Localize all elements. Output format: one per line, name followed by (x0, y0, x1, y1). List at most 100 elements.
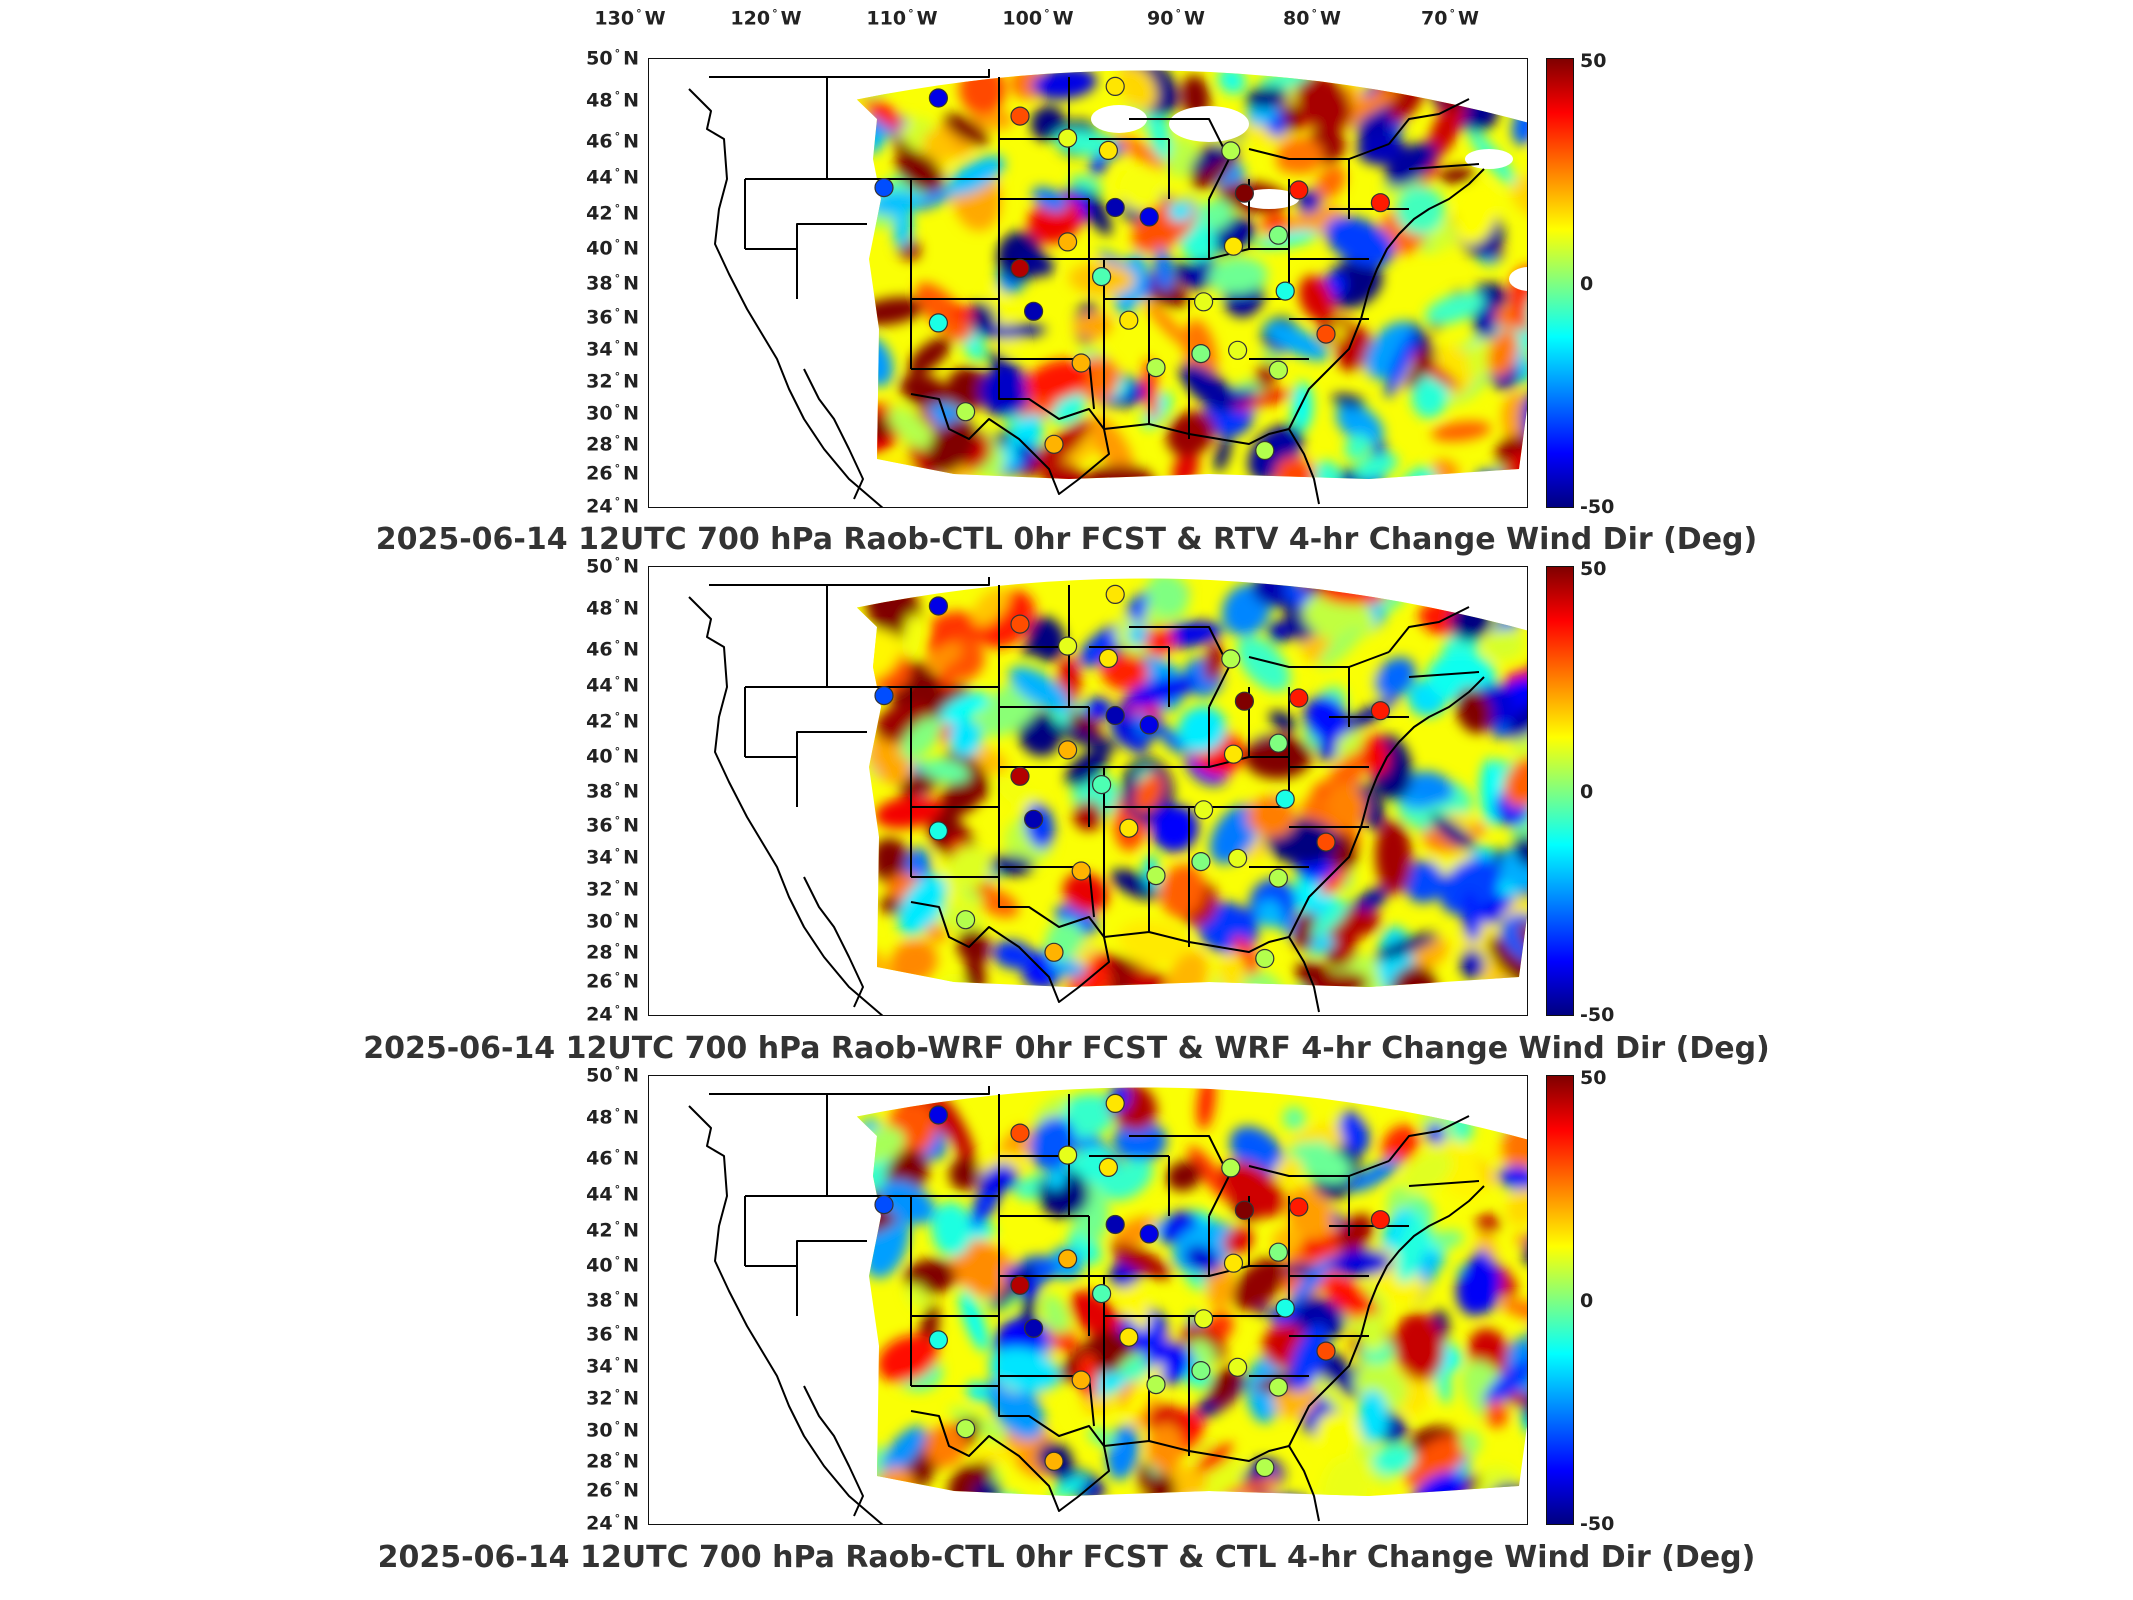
field-patch (939, 691, 990, 724)
raob-station-marker (1098, 1157, 1118, 1178)
field-patch (1034, 1096, 1067, 1128)
colorbar-2 (1546, 566, 1574, 1016)
field-patch (1080, 464, 1156, 479)
missing-data-area (1239, 189, 1299, 209)
field-patch (925, 643, 962, 671)
field-patch (1245, 86, 1289, 109)
raob-station-marker (1234, 691, 1255, 711)
raob-station-marker (1227, 1357, 1248, 1377)
raob-station-marker (1058, 636, 1078, 656)
field-patch (945, 155, 1005, 196)
raob-station-marker (1139, 207, 1159, 227)
field-patch (968, 301, 998, 336)
latitude-label: 32 ° N (586, 878, 639, 901)
longitude-label: 80 ° W (1283, 7, 1341, 30)
longitude-label: 120 ° W (730, 7, 802, 30)
raob-station-marker (1191, 344, 1211, 364)
raob-station-marker (1044, 1451, 1064, 1471)
field-patch (1483, 629, 1525, 661)
field-patch (1395, 186, 1446, 235)
field-patch (1497, 1166, 1527, 1189)
boundary-line (1129, 1135, 1230, 1217)
field-patch (1232, 1257, 1286, 1311)
raob-station-marker (1139, 1224, 1159, 1244)
raob-station-marker (1058, 232, 1078, 252)
field-patch (902, 613, 921, 660)
raob-station-marker (1234, 183, 1255, 203)
raob-station-marker (1105, 1093, 1125, 1113)
field-patch (1485, 1400, 1508, 1429)
field-patch (976, 324, 1047, 339)
field-patch (1527, 449, 1528, 508)
raob-station-marker (928, 596, 948, 616)
boundary-line (803, 876, 864, 1008)
field-patch (1454, 184, 1498, 245)
raob-station-marker (1024, 809, 1044, 829)
raob-station-marker (1119, 310, 1139, 330)
raob-station-marker (1268, 360, 1289, 380)
boundary-line (709, 1086, 990, 1095)
raob-station-marker (1146, 1375, 1166, 1395)
raob-station-marker (1105, 584, 1125, 604)
raob-station-marker (1092, 267, 1112, 287)
field-patch (979, 365, 1031, 418)
boundary-line (803, 1385, 864, 1517)
field-patch (1430, 814, 1476, 851)
wind-dir-change-field (856, 1087, 1527, 1496)
state-outlines (688, 69, 1485, 507)
colorbar-min-label: -50 (1580, 1513, 1615, 1535)
missing-data-area (1465, 149, 1513, 169)
field-patch (1147, 1423, 1183, 1473)
latitude-label: 42 ° N (586, 202, 639, 225)
latitude-label: 38 ° N (586, 1289, 639, 1312)
field-patch (899, 373, 950, 409)
raob-station-marker (1268, 868, 1289, 888)
colorbar-3 (1546, 1075, 1574, 1525)
field-patch (1460, 948, 1485, 980)
raob-station-marker (1316, 1341, 1336, 1361)
field-patch (1524, 967, 1528, 1016)
raob-station-marker (1316, 832, 1336, 852)
panel-title-2: 2025-06-14 12UTC 700 hPa Raob-WRF 0hr FC… (363, 1031, 1770, 1066)
field-patch (1374, 932, 1438, 960)
field-patch (931, 1201, 973, 1257)
field-patch (1324, 216, 1395, 267)
boundary-line (688, 596, 884, 1015)
latitude-label: 46 ° N (586, 638, 639, 661)
boundary-line (1388, 98, 1470, 145)
field-patch (1042, 1293, 1069, 1335)
field-patch (1127, 624, 1149, 646)
field-patch (923, 131, 955, 162)
field-patch (1117, 70, 1157, 111)
field-patch (956, 928, 991, 965)
field-patch (1282, 1106, 1306, 1131)
latitude-label: 38 ° N (586, 780, 639, 803)
missing-data-area (1169, 106, 1249, 142)
field-patch (1487, 328, 1519, 377)
raob-station-marker (1191, 852, 1211, 872)
field-patch (1311, 900, 1349, 938)
raob-station-marker (1146, 866, 1166, 886)
wind-dir-change-map-1 (688, 69, 1528, 508)
raob-station-marker (1234, 1200, 1255, 1220)
raob-station-marker (928, 1330, 948, 1350)
field-patch (1425, 1123, 1446, 1145)
boundary-line (1388, 1115, 1470, 1162)
latitude-label: 42 ° N (586, 1219, 639, 1242)
field-patch (1318, 626, 1363, 668)
field-patch (951, 304, 974, 323)
raob-station-marker (1275, 281, 1295, 301)
field-patch (1476, 1214, 1501, 1233)
latitude-label: 38 ° N (586, 272, 639, 295)
raob-station-marker (1105, 705, 1125, 726)
field-patch (1290, 1257, 1333, 1305)
field-patch (1004, 413, 1043, 465)
latitude-label: 26 ° N (586, 970, 639, 993)
field-patch (1485, 984, 1510, 987)
raob-station-marker (1370, 701, 1391, 721)
colorbar-mid-label: 0 (1580, 273, 1594, 295)
field-patch (887, 406, 936, 451)
boundary-line (1408, 1180, 1480, 1187)
field-patch (1385, 142, 1438, 187)
latitude-label: 44 ° N (586, 674, 639, 697)
